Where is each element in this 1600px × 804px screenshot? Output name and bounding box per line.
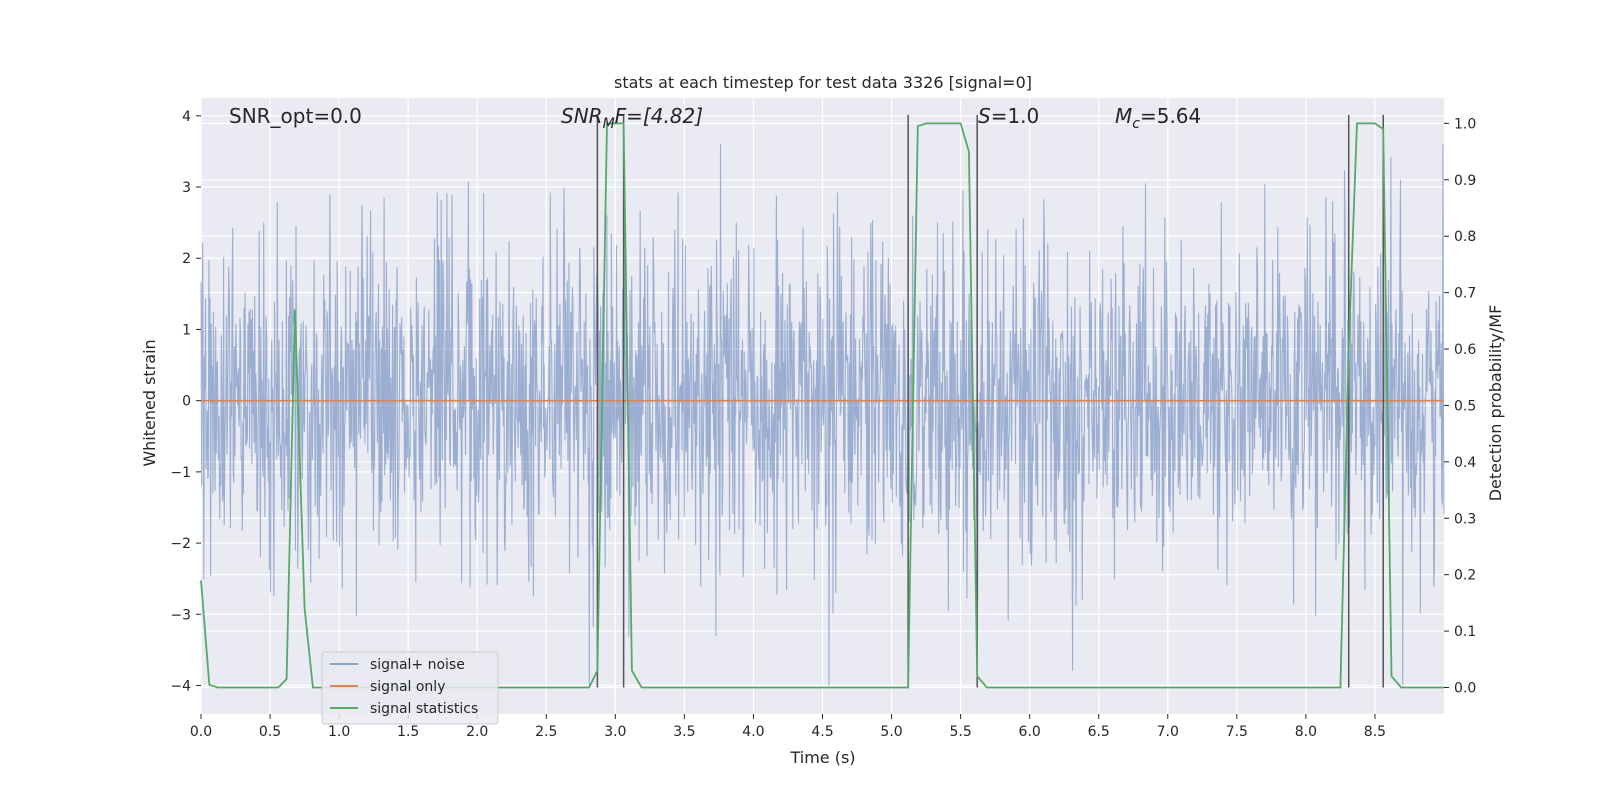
y-right-tick-label: 0.4 [1454,455,1476,471]
legend-label-signal-only: signal only [370,679,445,695]
y-left-tick-label: 4 [182,109,191,125]
y-left-tick-label: −3 [170,607,191,623]
y-right-tick-label: 0.9 [1454,173,1476,189]
x-tick-label: 6.0 [1019,724,1041,740]
x-tick-label: 3.5 [673,724,695,740]
x-axis-label: Time (s) [789,748,855,767]
y-right-tick-label: 1.0 [1454,116,1476,132]
annotation-snr-mf: SNRMF=[4.82] [561,104,703,132]
x-tick-label: 7.0 [1157,724,1179,740]
signal-statistics-line [200,122,1444,689]
annotation-mc-value: =5.64 [1140,104,1201,128]
annotation-snr-opt: SNR_opt=0.0 [229,104,362,128]
x-tick-label: 2.0 [466,724,488,740]
y-right-tick-label: 0.7 [1454,286,1476,302]
series-signal-plus-noise [200,144,1445,686]
annotation-mc-symbol: M [1115,104,1132,128]
chart-title: stats at each timestep for test data 332… [614,73,1032,92]
y-right-axis-ticks: 0.0 0.1 0.2 0.3 0.4 0.5 0.6 0.7 0.8 0.9 1.0 [1444,116,1476,696]
y-left-tick-label: −1 [170,465,191,481]
y-left-tick-label: 0 [182,394,191,410]
x-tick-label: 3.0 [604,724,626,740]
legend-box [321,651,499,725]
annotation-s-symbol: S [978,104,991,128]
annotation-mc: Mc=5.64 [1115,104,1201,132]
series-signal-statistics [200,122,1444,689]
x-tick-label: 8.5 [1364,724,1386,740]
annotation-snr-mf-prefix: SNR [561,104,603,128]
x-tick-label: 6.5 [1088,724,1110,740]
legend-label-noise: signal+ noise [370,657,465,673]
x-tick-label: 0.0 [190,724,212,740]
y-right-tick-label: 0.3 [1454,511,1476,527]
vertical-markers [596,114,1384,688]
legend: signal+ noise signal only signal statist… [321,651,499,725]
x-tick-label: 7.5 [1226,724,1248,740]
y-left-tick-label: 3 [182,180,191,196]
y-left-tick-label: 2 [182,251,191,267]
annotation-s: S=1.0 [978,104,1039,128]
x-tick-label: 2.5 [535,724,557,740]
x-tick-label: 5.0 [880,724,902,740]
y-right-tick-label: 0.1 [1454,624,1476,640]
y-left-axis-ticks: −4 −3 −2 −1 0 1 2 3 4 [170,109,201,695]
annotation-mc-sub: c [1132,116,1140,132]
y-left-tick-label: −2 [170,536,191,552]
x-tick-label: 8.0 [1295,724,1317,740]
x-tick-label: 4.0 [742,724,764,740]
y-right-tick-label: 0.6 [1454,342,1476,358]
annotation-s-value: =1.0 [991,104,1040,128]
y-left-tick-label: 1 [182,322,191,338]
legend-label-signal-statistics: signal statistics [370,701,478,717]
annotation-snr-mf-sub: M [603,116,615,132]
x-axis-ticks: 0.0 0.5 1.0 1.5 2.0 2.5 3.0 3.5 4.0 4.5 5.0 5.5 6.0 6… [190,714,1386,740]
noise-trace [200,144,1445,686]
y-left-tick-label: −4 [170,679,191,695]
y-right-axis-label: Detection probability/MF [1486,305,1505,502]
x-tick-label: 1.0 [328,724,350,740]
annotation-snr-mf-suffix: F=[4.82] [615,104,703,128]
x-tick-label: 1.5 [397,724,419,740]
y-right-tick-label: 0.8 [1454,229,1476,245]
y-left-axis-label: Whitened strain [140,339,159,466]
y-right-tick-label: 0.2 [1454,568,1476,584]
x-tick-label: 5.5 [949,724,971,740]
y-right-tick-label: 0.5 [1454,398,1476,414]
y-right-tick-label: 0.0 [1454,680,1476,696]
x-tick-label: 0.5 [259,724,281,740]
x-tick-label: 4.5 [811,724,833,740]
